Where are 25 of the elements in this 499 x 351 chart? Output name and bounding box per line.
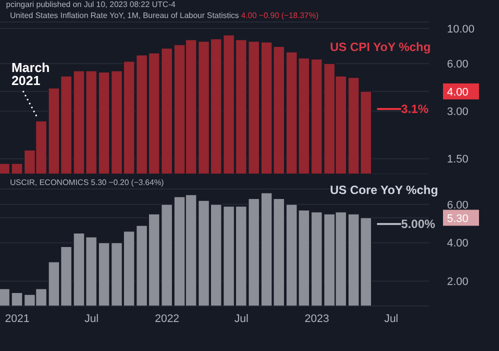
ref-line-label: 5.00% — [401, 216, 436, 231]
text: pcingari published on Jul 10, 2023 08:22 UTC-4 — [6, 0, 176, 9]
x-tick-label: Jul — [384, 312, 398, 325]
ref-line-label: 3.1% — [401, 102, 429, 116]
y-tick-label: 6.00 — [447, 58, 468, 71]
chart-title: USCIR, ECONOMICS — [10, 178, 89, 187]
series-label: US Core YoY %chg — [330, 183, 438, 197]
y-tick-label: 1.50 — [447, 154, 468, 166]
x-tick-label: Jul — [234, 312, 248, 325]
y-tick-label: 3.00 — [447, 106, 468, 118]
x-tick-label: 2022 — [154, 312, 180, 325]
y-tick-label: 10.00 — [447, 24, 475, 36]
chart-subtitle: 5.30 −0.20 (−3.64%) — [90, 178, 164, 187]
x-tick-label: 2021 — [5, 312, 30, 325]
y-tick-label: 4.00 — [447, 86, 468, 98]
y-tick-label: 2.00 — [447, 276, 468, 288]
series-label: US CPI YoY %chg — [330, 40, 431, 54]
chart-title: United States Inflation Rate YoY, 1M, Bureau of Labour Statistics — [10, 11, 239, 20]
x-tick-label: Jul — [84, 312, 99, 325]
y-tick-label: 5.30 — [447, 212, 468, 225]
y-tick-label: 6.00 — [447, 199, 468, 212]
x-tick-label: 2023 — [304, 312, 330, 325]
chart-subtitle: 4.00 −0.90 (−18.37%) — [241, 11, 319, 20]
annotation: March 2021 — [11, 60, 51, 88]
y-tick-label: 4.00 — [447, 238, 468, 250]
